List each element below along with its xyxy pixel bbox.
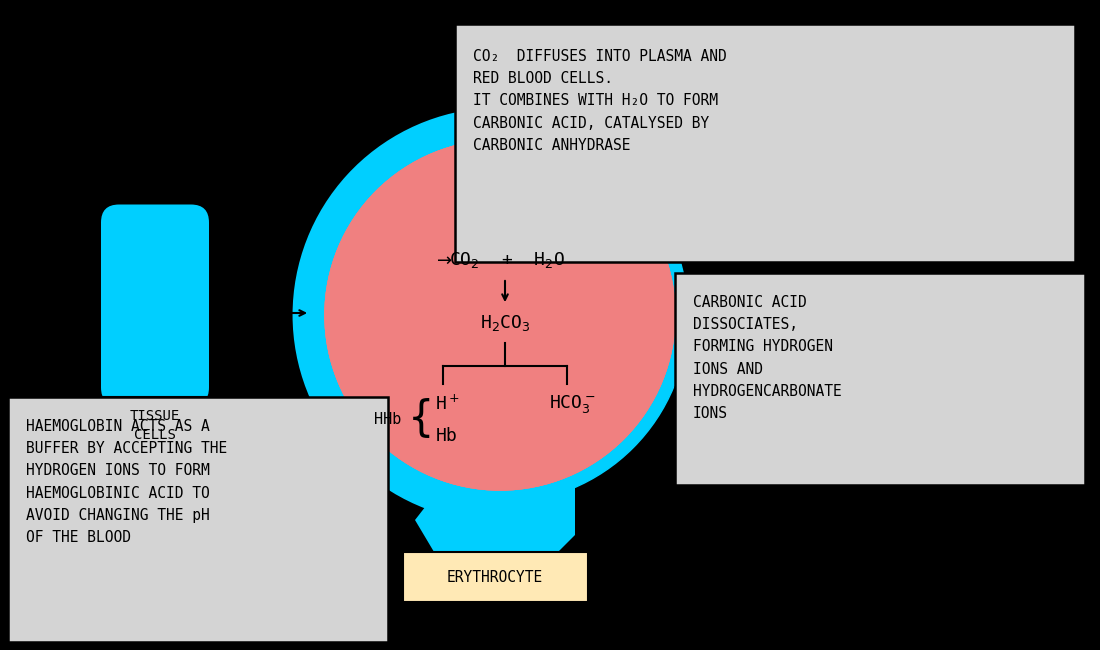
Circle shape [324, 140, 675, 490]
Text: HAEMOGLOBIN ACTS AS A
BUFFER BY ACCEPTING THE
HYDROGEN IONS TO FORM
HAEMOGLOBINI: HAEMOGLOBIN ACTS AS A BUFFER BY ACCEPTIN… [26, 419, 228, 545]
Text: CO$_2$  +  H$_2$O: CO$_2$ + H$_2$O [449, 250, 565, 270]
Text: $\rightarrow$: $\rightarrow$ [433, 251, 453, 269]
Text: HCO$_3^-$: HCO$_3^-$ [549, 393, 595, 415]
Text: H$_2$CO$_3$: H$_2$CO$_3$ [480, 313, 530, 333]
Text: ERYTHROCYTE: ERYTHROCYTE [447, 569, 543, 584]
Circle shape [324, 140, 675, 490]
Text: HHb: HHb [374, 411, 401, 426]
FancyBboxPatch shape [101, 205, 209, 406]
Circle shape [312, 127, 688, 503]
Polygon shape [415, 475, 575, 580]
Text: Hb: Hb [436, 427, 458, 445]
FancyBboxPatch shape [98, 396, 212, 454]
Text: {: { [408, 398, 435, 440]
Text: CO₂  DIFFUSES INTO PLASMA AND
RED BLOOD CELLS.
IT COMBINES WITH H₂O TO FORM
CARB: CO₂ DIFFUSES INTO PLASMA AND RED BLOOD C… [473, 49, 727, 153]
FancyBboxPatch shape [8, 397, 388, 642]
FancyBboxPatch shape [455, 24, 1075, 262]
Text: CARBONIC ACID
DISSOCIATES,
FORMING HYDROGEN
IONS AND
HYDROGENCARBONATE
IONS: CARBONIC ACID DISSOCIATES, FORMING HYDRO… [693, 295, 842, 421]
Text: H$^+$: H$^+$ [434, 395, 460, 413]
FancyBboxPatch shape [675, 273, 1085, 485]
FancyBboxPatch shape [403, 552, 587, 602]
Text: TISSUE
CELLS: TISSUE CELLS [130, 410, 180, 442]
Circle shape [324, 140, 675, 490]
